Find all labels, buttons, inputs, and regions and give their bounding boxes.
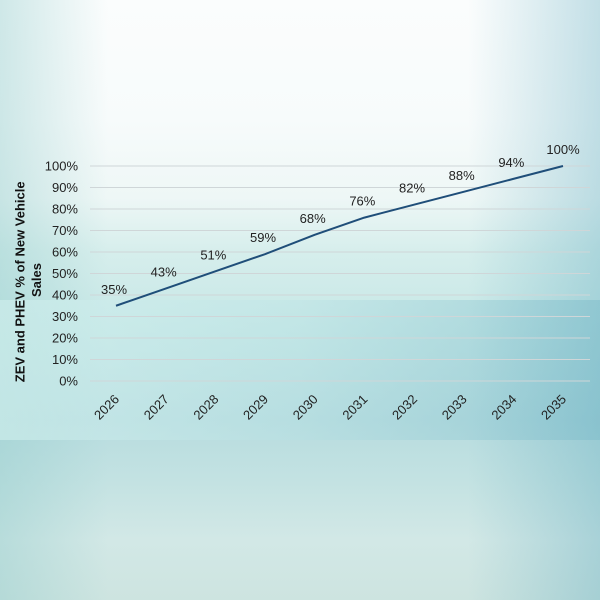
x-tick-label: 2032 — [389, 392, 420, 423]
y-tick-label: 50% — [52, 266, 78, 281]
x-tick-label: 2034 — [488, 392, 519, 423]
y-tick-label: 70% — [52, 223, 78, 238]
gridlines — [90, 165, 590, 382]
x-tick-label: 2028 — [190, 392, 221, 423]
x-tick-label: 2035 — [538, 392, 569, 423]
data-label: 100% — [546, 142, 580, 157]
data-label: 68% — [300, 211, 326, 226]
y-axis-title-line-2: Sales — [29, 263, 44, 297]
y-tick-label: 10% — [52, 352, 78, 367]
data-label: 82% — [399, 181, 425, 196]
data-labels: 35% 43% 51% 59% 68% 76% 82% 88% 94% 100% — [101, 142, 580, 297]
series-group — [115, 165, 564, 307]
x-tick-label: 2029 — [240, 392, 271, 423]
data-label: 43% — [151, 265, 177, 280]
data-label: 76% — [349, 194, 375, 209]
y-tick-label: 60% — [52, 245, 78, 260]
x-tick-label: 2030 — [290, 392, 321, 423]
x-tick-label: 2033 — [439, 392, 470, 423]
x-tick-label: 2026 — [91, 392, 122, 423]
data-label: 94% — [498, 155, 524, 170]
y-axis-title-line-1: ZEV and PHEV % of New Vehicle — [13, 181, 28, 382]
data-label: 59% — [250, 230, 276, 245]
y-tick-label: 40% — [52, 288, 78, 303]
y-tick-label: 30% — [52, 309, 78, 324]
y-tick-label: 0% — [59, 374, 78, 389]
data-label: 35% — [101, 282, 127, 297]
y-axis-title: ZEV and PHEV % of New Vehicle Sales — [13, 178, 44, 382]
y-tick-label: 80% — [52, 202, 78, 217]
data-label: 51% — [200, 247, 226, 262]
y-tick-label: 90% — [52, 180, 78, 195]
background-band — [0, 300, 600, 440]
y-tick-label: 100% — [45, 159, 79, 174]
series-line — [115, 165, 564, 307]
x-axis-ticks: 2026 2027 2028 2029 2030 2031 2032 2033 2034 2035 — [91, 392, 569, 423]
y-axis-ticks: 0% 10% 20% 30% 40% 50% 60% 70% 80% 90% 100% — [45, 159, 79, 389]
y-tick-label: 20% — [52, 331, 78, 346]
x-tick-label: 2027 — [141, 392, 172, 423]
x-tick-label: 2031 — [339, 392, 370, 423]
data-label: 88% — [449, 168, 475, 183]
